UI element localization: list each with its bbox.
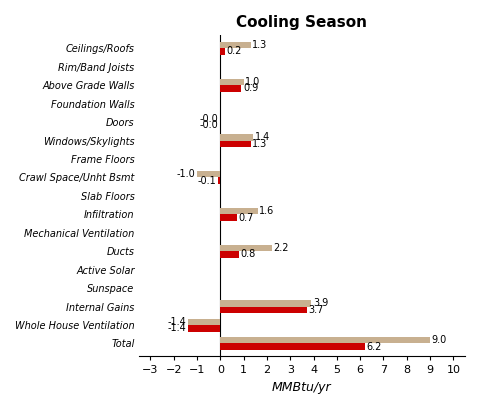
- Bar: [220, 48, 225, 55]
- Bar: [220, 344, 365, 350]
- Text: -1.4: -1.4: [168, 323, 186, 333]
- Bar: [220, 245, 272, 251]
- Bar: [220, 141, 251, 147]
- Text: 1.0: 1.0: [245, 77, 261, 87]
- Bar: [220, 300, 311, 307]
- Text: -0.0: -0.0: [199, 114, 218, 124]
- Bar: [220, 134, 253, 141]
- Bar: [188, 325, 220, 332]
- Bar: [188, 319, 220, 325]
- Text: -0.0: -0.0: [199, 120, 218, 130]
- Text: 3.7: 3.7: [308, 305, 324, 315]
- Text: 0.7: 0.7: [238, 213, 253, 222]
- Text: 1.6: 1.6: [259, 206, 275, 216]
- Bar: [220, 337, 430, 344]
- Bar: [220, 214, 237, 221]
- Text: 2.2: 2.2: [273, 243, 289, 253]
- Bar: [220, 85, 241, 92]
- Bar: [220, 251, 239, 258]
- Bar: [220, 42, 251, 48]
- Text: 3.9: 3.9: [313, 298, 328, 308]
- Bar: [220, 79, 244, 85]
- Text: 0.8: 0.8: [240, 249, 256, 259]
- Bar: [220, 307, 307, 313]
- Text: 0.9: 0.9: [243, 83, 258, 93]
- Bar: [218, 178, 220, 184]
- Text: 1.3: 1.3: [252, 139, 267, 149]
- Text: -1.4: -1.4: [168, 317, 186, 327]
- Title: Cooling Season: Cooling Season: [236, 15, 367, 30]
- Text: 6.2: 6.2: [366, 342, 382, 352]
- Text: 1.4: 1.4: [254, 132, 270, 142]
- Bar: [197, 171, 220, 178]
- Text: 9.0: 9.0: [432, 335, 447, 345]
- Text: 0.2: 0.2: [227, 47, 242, 56]
- Bar: [220, 208, 258, 214]
- Text: -1.0: -1.0: [177, 169, 195, 179]
- X-axis label: MMBtu/yr: MMBtu/yr: [272, 381, 332, 394]
- Text: -0.1: -0.1: [198, 175, 216, 186]
- Text: 1.3: 1.3: [252, 40, 267, 50]
